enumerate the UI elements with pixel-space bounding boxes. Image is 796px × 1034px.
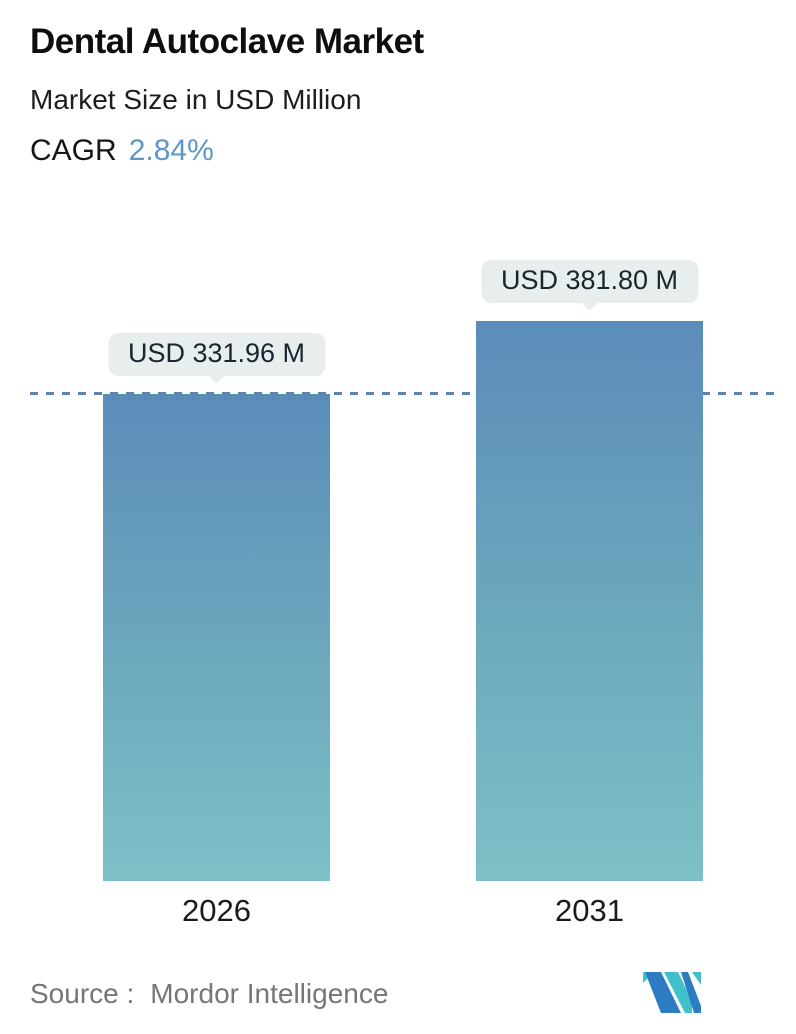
x-axis-label-2026: 2026 [182,893,251,928]
mordor-intelligence-logo [643,972,701,1013]
bar-2031 [476,321,703,881]
reference-dashed-line [30,392,780,396]
source-attribution: Source : Mordor Intelligence [30,978,388,1010]
bar-2026 [103,394,330,881]
bar-group-2026: USD 331.96 M 2026 [103,0,330,1034]
cagr-label: CAGR [30,134,117,167]
source-label: Source : [30,978,135,1009]
cagr-line: CAGR 2.84% [30,134,214,168]
value-tooltip-2026: USD 331.96 M [107,333,326,377]
value-tooltip-2031: USD 381.80 M [480,260,699,303]
x-axis-label-2031: 2031 [555,893,624,928]
page-title: Dental Autoclave Market [30,22,424,61]
page-subtitle: Market Size in USD Million [30,84,362,115]
cagr-value: 2.84% [128,134,214,167]
source-value: Mordor Intelligence [150,978,389,1009]
bar-group-2031: USD 381.80 M 2031 [476,0,703,1034]
